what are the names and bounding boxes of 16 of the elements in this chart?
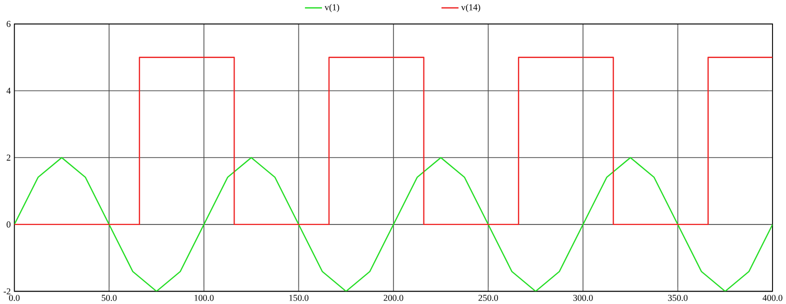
y-tick-label: 2 <box>6 154 10 160</box>
legend-label: v(1) <box>324 4 340 12</box>
x-tick-label: 100.0 <box>194 294 214 301</box>
x-tick-label: 300.0 <box>573 294 593 301</box>
x-tick-label: 250.0 <box>478 294 498 301</box>
x-tick-label: 50.0 <box>102 294 117 301</box>
x-tick-label: 0.0 <box>9 294 20 301</box>
y-tick-label: -2 <box>4 288 10 294</box>
x-tick-label: 350.0 <box>668 294 688 301</box>
x-tick-label: 200.0 <box>384 294 404 301</box>
y-tick-label: 0 <box>6 221 10 228</box>
legend-label: v(14) <box>461 4 480 12</box>
x-tick-label: 150.0 <box>289 294 308 301</box>
x-tick-label: 400.0 <box>762 294 782 301</box>
y-tick-label: 6 <box>6 20 11 27</box>
y-tick-label: 4 <box>6 88 11 94</box>
